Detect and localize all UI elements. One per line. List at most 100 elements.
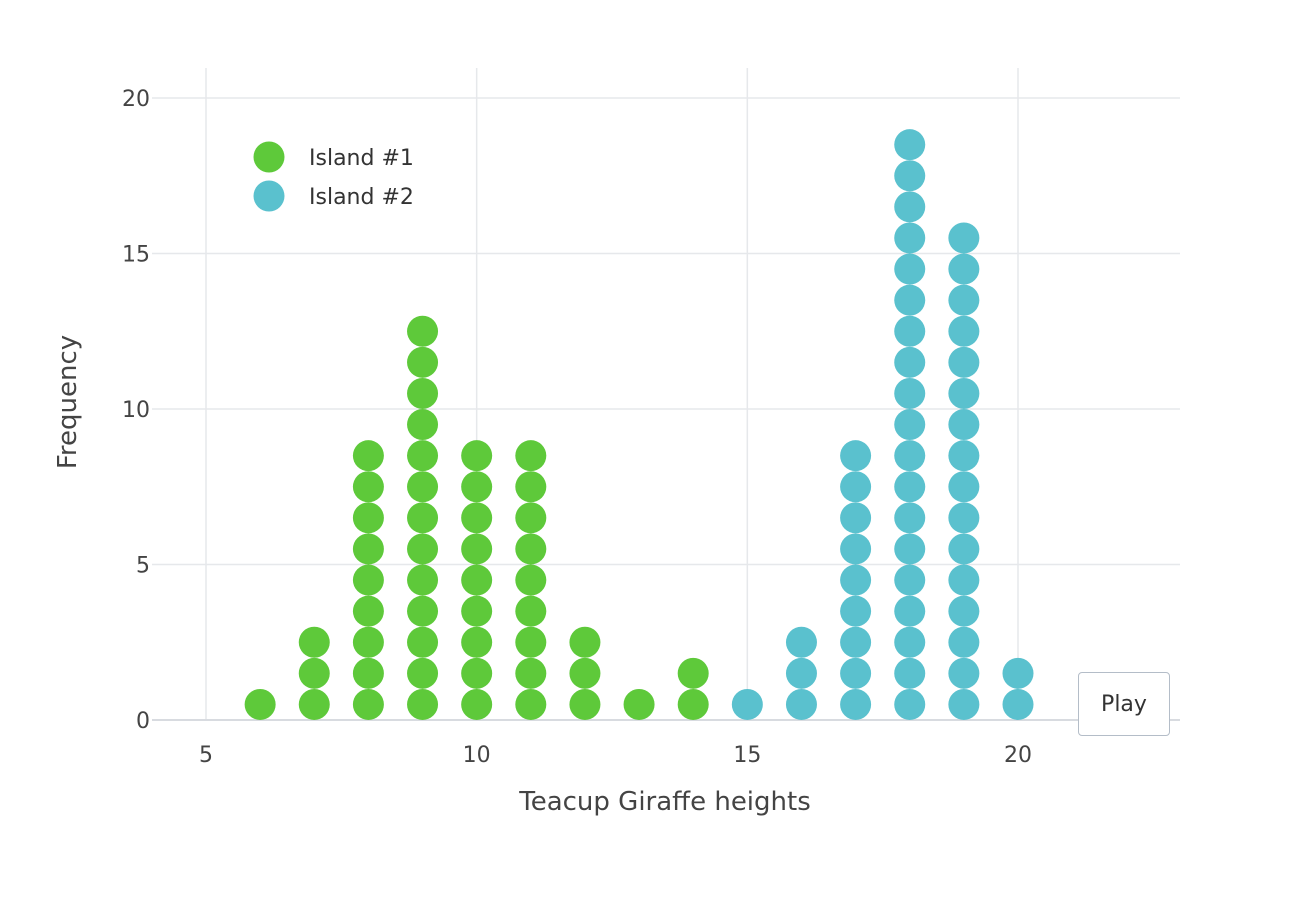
data-point[interactable] xyxy=(298,657,330,689)
data-point[interactable] xyxy=(894,688,926,720)
data-point[interactable] xyxy=(407,657,439,689)
data-point[interactable] xyxy=(461,688,493,720)
data-point[interactable] xyxy=(515,626,547,658)
data-point[interactable] xyxy=(352,688,384,720)
data-point[interactable] xyxy=(407,440,439,472)
data-point[interactable] xyxy=(948,626,980,658)
data-point[interactable] xyxy=(352,502,384,534)
data-point[interactable] xyxy=(352,595,384,627)
data-point[interactable] xyxy=(515,502,547,534)
data-point[interactable] xyxy=(840,595,872,627)
data-point[interactable] xyxy=(894,222,926,254)
data-point[interactable] xyxy=(840,626,872,658)
data-point[interactable] xyxy=(894,626,926,658)
data-point[interactable] xyxy=(948,284,980,316)
data-point[interactable] xyxy=(407,688,439,720)
data-point[interactable] xyxy=(407,377,439,409)
data-point[interactable] xyxy=(948,346,980,378)
legend-label[interactable]: Island #1 xyxy=(309,146,414,171)
data-point[interactable] xyxy=(894,440,926,472)
data-point[interactable] xyxy=(515,533,547,565)
data-point[interactable] xyxy=(894,253,926,285)
data-point[interactable] xyxy=(948,688,980,720)
data-point[interactable] xyxy=(352,657,384,689)
data-point[interactable] xyxy=(461,502,493,534)
data-point[interactable] xyxy=(894,502,926,534)
data-point[interactable] xyxy=(407,595,439,627)
data-point[interactable] xyxy=(407,502,439,534)
data-point[interactable] xyxy=(569,657,601,689)
data-point[interactable] xyxy=(407,533,439,565)
data-point[interactable] xyxy=(515,440,547,472)
data-point[interactable] xyxy=(840,440,872,472)
data-point[interactable] xyxy=(623,688,655,720)
data-point[interactable] xyxy=(407,471,439,503)
legend-marker[interactable] xyxy=(253,141,285,173)
data-point[interactable] xyxy=(515,688,547,720)
data-point[interactable] xyxy=(948,471,980,503)
data-point[interactable] xyxy=(461,595,493,627)
data-point[interactable] xyxy=(840,502,872,534)
data-point[interactable] xyxy=(515,471,547,503)
data-point[interactable] xyxy=(461,440,493,472)
play-button[interactable]: Play xyxy=(1078,672,1170,736)
data-point[interactable] xyxy=(515,564,547,596)
data-point[interactable] xyxy=(948,253,980,285)
data-point[interactable] xyxy=(894,160,926,192)
data-point[interactable] xyxy=(298,626,330,658)
data-point[interactable] xyxy=(948,377,980,409)
data-point[interactable] xyxy=(894,346,926,378)
data-point[interactable] xyxy=(785,688,817,720)
data-point[interactable] xyxy=(894,564,926,596)
data-point[interactable] xyxy=(840,688,872,720)
data-point[interactable] xyxy=(840,564,872,596)
data-point[interactable] xyxy=(352,533,384,565)
data-point[interactable] xyxy=(894,471,926,503)
data-point[interactable] xyxy=(461,471,493,503)
data-point[interactable] xyxy=(840,533,872,565)
data-point[interactable] xyxy=(948,409,980,441)
data-point[interactable] xyxy=(461,657,493,689)
data-point[interactable] xyxy=(894,191,926,223)
data-point[interactable] xyxy=(569,688,601,720)
data-point[interactable] xyxy=(894,284,926,316)
data-point[interactable] xyxy=(894,315,926,347)
data-point[interactable] xyxy=(948,533,980,565)
data-point[interactable] xyxy=(461,533,493,565)
data-point[interactable] xyxy=(785,626,817,658)
data-point[interactable] xyxy=(731,688,763,720)
data-point[interactable] xyxy=(407,346,439,378)
data-point[interactable] xyxy=(840,657,872,689)
data-point[interactable] xyxy=(352,626,384,658)
data-point[interactable] xyxy=(948,315,980,347)
data-point[interactable] xyxy=(352,471,384,503)
data-point[interactable] xyxy=(785,657,817,689)
data-point[interactable] xyxy=(948,502,980,534)
data-point[interactable] xyxy=(244,688,276,720)
data-point[interactable] xyxy=(461,626,493,658)
data-point[interactable] xyxy=(461,564,493,596)
data-point[interactable] xyxy=(948,222,980,254)
data-point[interactable] xyxy=(1002,657,1034,689)
data-point[interactable] xyxy=(948,657,980,689)
data-point[interactable] xyxy=(948,564,980,596)
data-point[interactable] xyxy=(840,471,872,503)
data-point[interactable] xyxy=(894,595,926,627)
data-point[interactable] xyxy=(677,657,709,689)
data-point[interactable] xyxy=(352,564,384,596)
data-point[interactable] xyxy=(407,564,439,596)
data-point[interactable] xyxy=(894,377,926,409)
data-point[interactable] xyxy=(894,533,926,565)
data-point[interactable] xyxy=(515,657,547,689)
legend[interactable]: Island #1 Island #2 xyxy=(253,141,414,212)
data-point[interactable] xyxy=(894,129,926,161)
data-point[interactable] xyxy=(515,595,547,627)
data-point[interactable] xyxy=(569,626,601,658)
data-point[interactable] xyxy=(948,595,980,627)
data-point[interactable] xyxy=(352,440,384,472)
data-point[interactable] xyxy=(407,409,439,441)
data-point[interactable] xyxy=(407,626,439,658)
data-point[interactable] xyxy=(894,409,926,441)
data-point[interactable] xyxy=(1002,688,1034,720)
legend-marker[interactable] xyxy=(253,180,285,212)
